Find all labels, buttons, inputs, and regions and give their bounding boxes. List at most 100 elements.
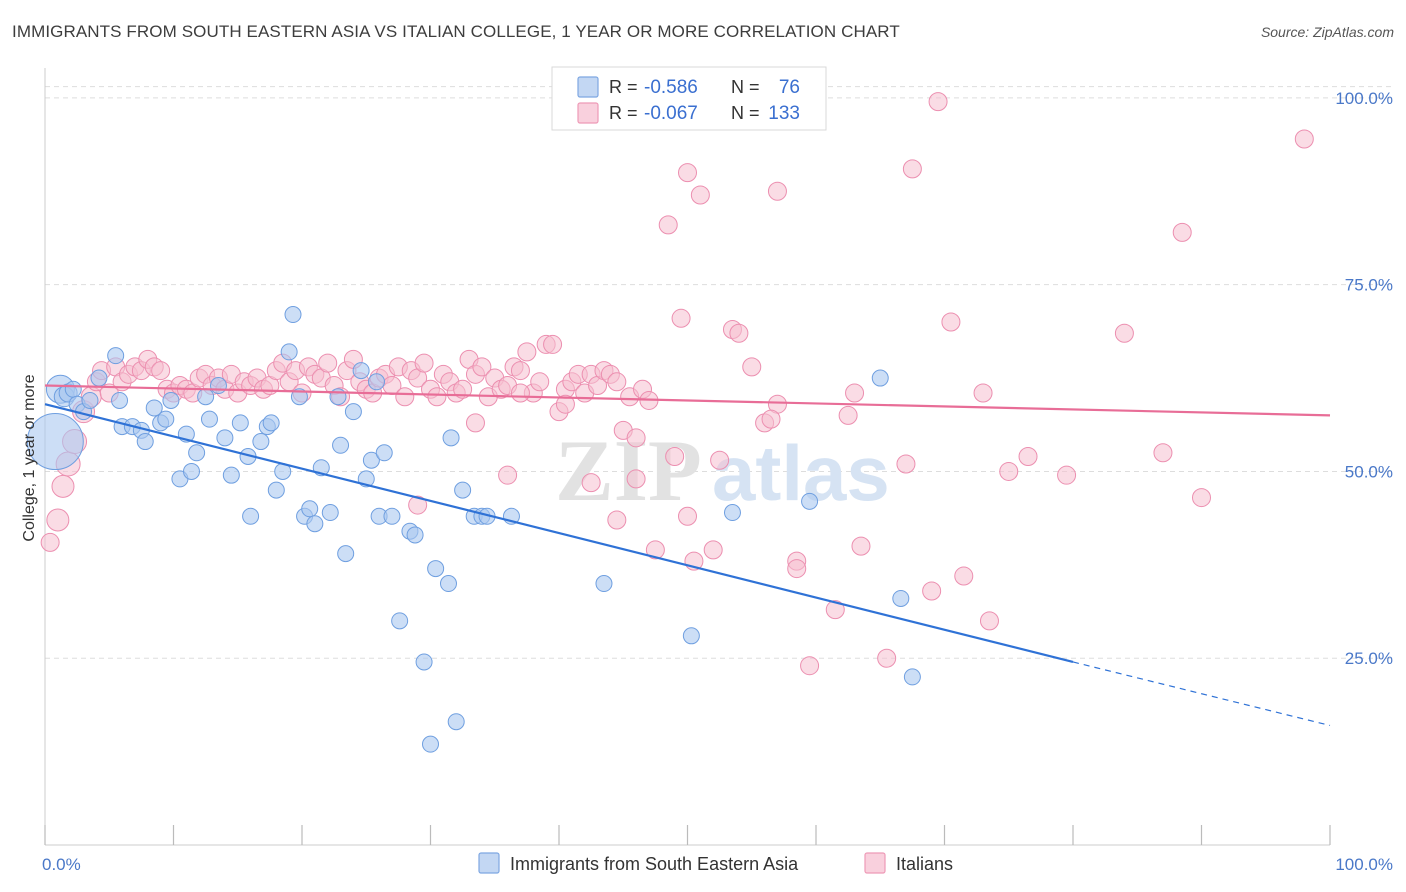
legend-r-label-1: R = bbox=[609, 77, 638, 97]
sea-point-53 bbox=[375, 444, 393, 462]
italians-point-127 bbox=[1057, 465, 1077, 485]
italians-point-135 bbox=[767, 181, 787, 201]
sea-point-7 bbox=[81, 391, 99, 409]
italians-point-97 bbox=[510, 383, 530, 403]
sea-point-67 bbox=[415, 653, 433, 671]
sea-point-0 bbox=[26, 413, 84, 471]
italians-point-104 bbox=[678, 506, 697, 526]
legend-swatch-pink bbox=[577, 102, 599, 124]
italians-point-94 bbox=[498, 465, 518, 485]
sea-point-45 bbox=[332, 436, 350, 454]
y-tick-label-0: 25.0% bbox=[1345, 649, 1393, 668]
italians-point-139 bbox=[671, 308, 691, 328]
italians-point-136 bbox=[658, 215, 678, 235]
italians-point-58 bbox=[414, 353, 434, 373]
italians-points bbox=[40, 92, 1314, 676]
sea-point-25 bbox=[209, 377, 227, 395]
sea-point-24 bbox=[200, 410, 218, 428]
italians-point-2 bbox=[51, 474, 75, 498]
sea-point-71 bbox=[723, 504, 741, 522]
sea-point-50 bbox=[362, 451, 380, 469]
sea-point-31 bbox=[252, 433, 270, 451]
sea-point-70 bbox=[682, 627, 700, 645]
sea-point-23 bbox=[197, 388, 215, 406]
sea-point-37 bbox=[284, 306, 302, 324]
sea-point-73 bbox=[871, 369, 889, 387]
italians-point-109 bbox=[729, 323, 749, 343]
bottom-legend-label-pink: Italians bbox=[896, 854, 953, 874]
italians-point-125 bbox=[999, 461, 1019, 481]
legend-n-value-2: 133 bbox=[768, 103, 800, 124]
sea-point-14 bbox=[136, 433, 154, 451]
y-tick-label-2: 75.0% bbox=[1345, 276, 1393, 295]
sea-point-47 bbox=[344, 403, 362, 421]
tick-labels: 25.0% 50.0% 75.0% 100.0% 0.0% 100.0% bbox=[42, 89, 1393, 874]
italians-point-55 bbox=[395, 387, 415, 407]
italians-point-43 bbox=[318, 353, 338, 373]
italians-point-137 bbox=[902, 159, 922, 179]
watermark: ZIP atlas bbox=[555, 423, 890, 520]
italians-point-102 bbox=[645, 540, 665, 560]
italians-point-110 bbox=[742, 357, 762, 377]
italians-point-128 bbox=[1114, 323, 1134, 343]
italians-point-64 bbox=[453, 379, 473, 399]
sea-point-48 bbox=[352, 362, 370, 380]
legend-r-value-2: -0.067 bbox=[644, 103, 698, 124]
sea-point-46 bbox=[337, 545, 355, 563]
italians-point-129 bbox=[1153, 443, 1173, 463]
sea-point-22 bbox=[188, 444, 206, 462]
italians-point-67 bbox=[472, 357, 492, 377]
legend: R = -0.586 N = 76 R = -0.067 N = 133 bbox=[551, 66, 827, 131]
italians-point-99 bbox=[581, 473, 601, 493]
sea-point-58 bbox=[427, 560, 445, 578]
italians-point-106 bbox=[703, 540, 723, 560]
sea-point-10 bbox=[111, 391, 129, 409]
sea-point-54 bbox=[383, 507, 401, 525]
italians-point-115 bbox=[825, 600, 845, 620]
sea-point-61 bbox=[454, 481, 472, 499]
legend-r-value-1: -0.586 bbox=[644, 77, 698, 98]
trend-lines bbox=[44, 384, 1331, 727]
sea-point-36 bbox=[280, 343, 298, 361]
italians-trend-line bbox=[44, 384, 1331, 417]
italians-point-116 bbox=[845, 383, 865, 403]
source-label: Source: ZipAtlas.com bbox=[1260, 24, 1394, 40]
sea-point-40 bbox=[301, 500, 319, 518]
italians-point-17 bbox=[151, 361, 171, 381]
sea-point-33 bbox=[262, 414, 280, 432]
italians-point-120 bbox=[922, 581, 942, 601]
italians-point-138 bbox=[928, 92, 948, 112]
sea-point-59 bbox=[439, 575, 457, 593]
italians-point-73 bbox=[510, 361, 530, 381]
italians-point-121 bbox=[941, 312, 961, 332]
sea-point-18 bbox=[162, 391, 180, 409]
sea-point-8 bbox=[90, 369, 108, 387]
sea-point-72 bbox=[801, 492, 819, 510]
italians-point-132 bbox=[1294, 129, 1314, 149]
italians-point-1 bbox=[46, 508, 70, 532]
legend-r-label-2: R = bbox=[609, 103, 638, 123]
italians-point-124 bbox=[979, 611, 999, 631]
sea-point-9 bbox=[107, 347, 125, 365]
italians-point-60 bbox=[427, 387, 447, 407]
italians-point-123 bbox=[973, 383, 993, 403]
sea-point-57 bbox=[406, 526, 424, 544]
italians-point-140 bbox=[761, 409, 781, 429]
y-axis-title: College, 1 year or more bbox=[21, 374, 38, 541]
legend-n-label-1: N = bbox=[731, 77, 760, 97]
italians-point-141 bbox=[787, 559, 807, 579]
sea-point-74 bbox=[892, 589, 910, 607]
y-tick-label-3: 100.0% bbox=[1335, 89, 1393, 108]
sea-point-26 bbox=[216, 429, 234, 447]
sea-trend-line-extension bbox=[1072, 661, 1331, 727]
italians-point-126 bbox=[1018, 447, 1038, 466]
sea-point-69 bbox=[595, 575, 613, 593]
italians-point-107 bbox=[710, 450, 730, 470]
italians-point-78 bbox=[543, 334, 563, 354]
sea-point-17 bbox=[157, 410, 175, 428]
sea-point-27 bbox=[222, 466, 240, 484]
watermark-atlas: atlas bbox=[712, 429, 890, 517]
sea-point-44 bbox=[321, 504, 339, 522]
x-tick-label-0: 0.0% bbox=[42, 855, 81, 874]
